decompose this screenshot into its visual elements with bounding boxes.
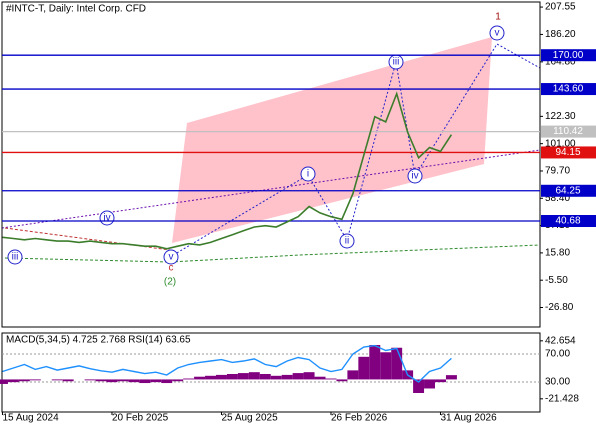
x-tick-label: 15 Aug 2024 — [2, 413, 59, 424]
macd-bar — [18, 379, 30, 382]
macd-bar — [281, 374, 293, 380]
macd-bar — [303, 372, 315, 380]
macd-bar — [325, 378, 337, 380]
wave-label: c — [169, 263, 174, 274]
y-tick-label: 70.00 — [545, 349, 570, 360]
x-tick-label: 25 Aug 2025 — [221, 413, 278, 424]
price-line — [2, 91, 453, 250]
macd-bar — [435, 379, 446, 383]
y-tick-label: 101.00 — [545, 138, 576, 149]
macd-bar — [424, 379, 435, 389]
macd-bar — [172, 379, 184, 382]
macd-bar — [391, 347, 403, 380]
wave-circle — [407, 168, 423, 184]
level-label: 64.25 — [555, 185, 580, 196]
level-label: 94.15 — [555, 147, 580, 158]
wave-label: v — [495, 28, 500, 39]
macd-bar — [237, 373, 249, 380]
indicator-title: MACD(5,34,5) 4.725 2.768 RSI(14) 63.65 — [6, 335, 191, 346]
macd-bar — [205, 375, 216, 380]
x-tick-label: 26 Feb 2026 — [331, 413, 388, 424]
y-tick-label: 58.40 — [545, 193, 570, 204]
level-box — [541, 49, 596, 62]
y-tick-label: 30.00 — [545, 377, 570, 388]
wave-circle — [163, 249, 179, 265]
level-label: 40.68 — [555, 216, 580, 227]
y2-tick-label: -21.428 — [545, 393, 579, 404]
macd-bar — [29, 379, 41, 381]
macd-bar — [95, 379, 107, 382]
macd-bar — [226, 373, 238, 380]
wave-circle — [7, 249, 23, 265]
level-box — [541, 146, 596, 159]
wave-label: iii — [12, 252, 19, 263]
y-tick-label: -26.80 — [545, 302, 574, 313]
macd-bar — [369, 345, 381, 380]
chart-title: #INTC-T, Daily: Intel Corp. CFD — [6, 4, 146, 15]
level-label: 143.60 — [553, 84, 584, 95]
wave-c-line — [4, 227, 171, 251]
macd-bar — [183, 378, 195, 380]
macd-bar — [128, 379, 140, 383]
macd-bar — [259, 373, 271, 380]
macd-bar — [314, 376, 326, 380]
wave-label: v — [169, 252, 174, 263]
level-label: 170.00 — [553, 50, 584, 61]
macd-bar — [445, 375, 457, 380]
macd-bar — [117, 379, 129, 382]
macd-bar — [0, 379, 8, 384]
wave-label: iv — [411, 171, 418, 182]
level-box — [541, 184, 596, 197]
macd-bar — [336, 379, 348, 382]
macd-bar — [139, 379, 151, 384]
macd-bar — [292, 373, 304, 380]
level-box — [541, 83, 596, 96]
macd-bar — [161, 379, 173, 384]
macd-bar — [51, 379, 63, 381]
wave-label: (2) — [164, 277, 176, 288]
y-tick-label: 15.80 — [545, 248, 570, 259]
main-frame — [1, 1, 541, 328]
x-tick-label: 20 Feb 2025 — [112, 413, 169, 424]
y2-tick-label: 42.654 — [545, 335, 576, 346]
macd-bar — [194, 376, 206, 380]
wave-label: iii — [393, 57, 400, 68]
rsi-line — [2, 344, 452, 383]
y-tick-label: 186.20 — [545, 29, 576, 40]
y-tick-label: 164.80 — [545, 57, 576, 68]
level-box — [541, 215, 596, 227]
macd-bar — [347, 370, 359, 380]
y-tick-label: 207.55 — [545, 2, 576, 13]
wave-circle — [300, 166, 316, 182]
support-line — [4, 244, 541, 263]
trend-line — [1, 149, 541, 229]
x-tick-label: 31 Aug 2026 — [440, 413, 497, 424]
macd-bar — [106, 379, 118, 383]
macd-bar — [270, 375, 282, 380]
wave-circle — [489, 25, 505, 41]
macd-bar — [84, 379, 96, 381]
macd-bar — [62, 379, 74, 382]
wave-label: iv — [103, 213, 110, 224]
macd-bar — [248, 372, 260, 380]
wave-label: i — [307, 169, 309, 180]
y-tick-label: -5.50 — [545, 275, 568, 286]
macd-bar — [216, 374, 227, 380]
level-label: 110.42 — [553, 126, 583, 137]
y-tick-label: 122.30 — [545, 111, 576, 122]
wave-label: 1 — [495, 12, 501, 23]
indicator-frame — [1, 332, 541, 413]
macd-bar — [150, 379, 162, 383]
macd-bar — [7, 379, 19, 383]
y-tick-label: 79.70 — [545, 166, 570, 177]
wave-label: ii — [345, 236, 349, 247]
macd-bar — [380, 352, 392, 380]
wave-circle — [339, 233, 355, 249]
macd-bar — [413, 379, 425, 393]
level-box — [541, 125, 596, 138]
macd-bar — [358, 356, 370, 380]
